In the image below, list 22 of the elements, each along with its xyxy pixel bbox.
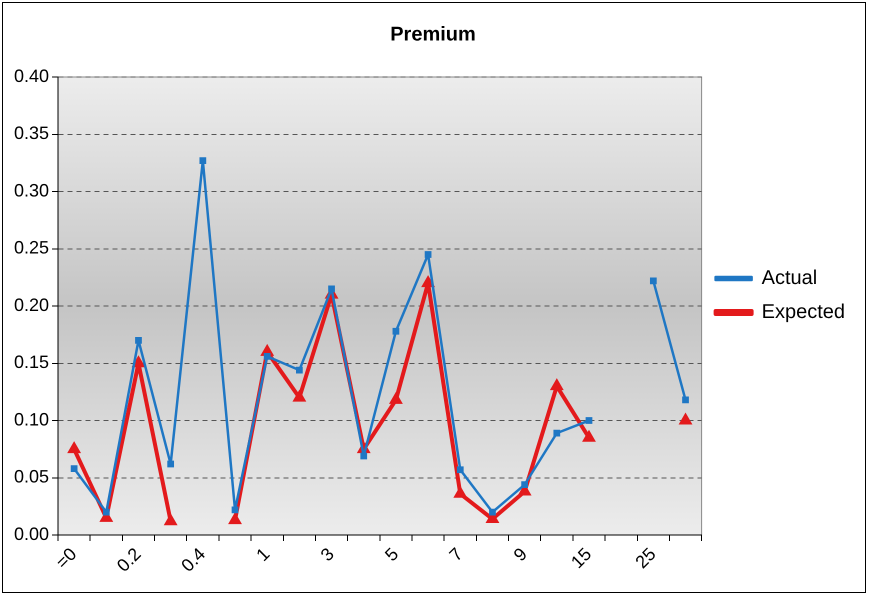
- y-tick-label: 0.30: [14, 180, 50, 200]
- x-tick-label: 3: [316, 544, 338, 566]
- x-tick-label: 9: [510, 544, 531, 566]
- x-tick-label: 1: [252, 544, 274, 566]
- y-tick-label: 0.10: [14, 409, 50, 430]
- x-tick-label: 0.4: [177, 544, 210, 576]
- y-tick-label: 0.05: [14, 466, 50, 487]
- x-tick-label: =0: [52, 544, 80, 573]
- x-tick-label: 15: [567, 544, 596, 572]
- legend-label: Expected: [762, 301, 845, 324]
- y-tick-label: 0.40: [14, 66, 50, 86]
- y-tick-label: 0.25: [14, 238, 50, 258]
- x-tick-label: 5: [381, 544, 402, 566]
- y-tick-label: 0.35: [14, 123, 50, 144]
- y-tick-label: 0.00: [14, 524, 50, 544]
- x-tick-label: 0.2: [112, 544, 145, 576]
- legend-label: Actual: [762, 267, 818, 290]
- x-tick-label: 7: [445, 544, 467, 566]
- y-tick-label: 0.20: [14, 294, 50, 315]
- chart-title: Premium: [390, 24, 476, 46]
- x-tick-label: 25: [631, 544, 660, 572]
- y-tick-label: 0.15: [14, 352, 50, 372]
